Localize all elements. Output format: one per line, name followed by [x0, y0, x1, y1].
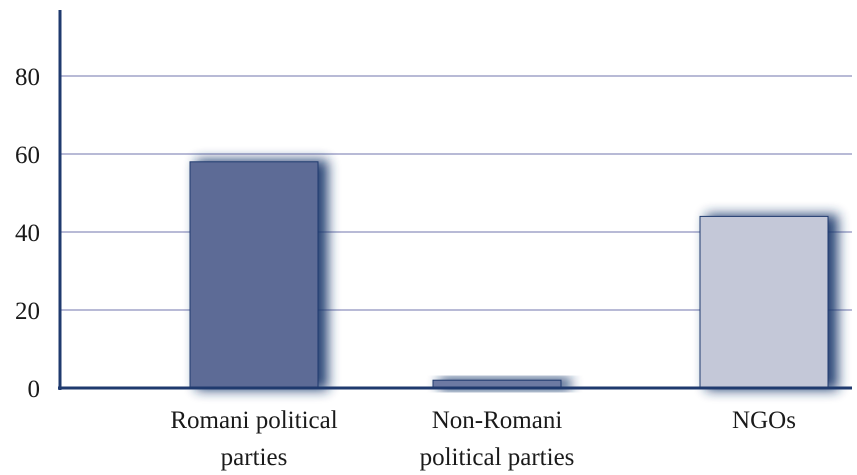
x-tick-label: parties: [221, 444, 288, 471]
bar: [189, 161, 319, 389]
y-tick-label: 0: [28, 376, 41, 403]
x-tick-label: Non-Romani: [432, 407, 563, 434]
y-tick-label: 80: [15, 64, 40, 91]
y-tick-label: 60: [15, 142, 40, 169]
x-tick-label: NGOs: [732, 407, 796, 434]
axes: [58, 10, 852, 390]
y-tick-label: 40: [15, 220, 40, 247]
bars: [189, 161, 829, 389]
bar: [699, 215, 829, 389]
y-tick-label: 20: [15, 298, 40, 325]
labels: 0 20 40 60 80 Romani political parties Non-Roma…: [15, 64, 796, 471]
x-tick-label: political parties: [420, 444, 575, 471]
x-tick-label: Romani political: [170, 407, 337, 434]
